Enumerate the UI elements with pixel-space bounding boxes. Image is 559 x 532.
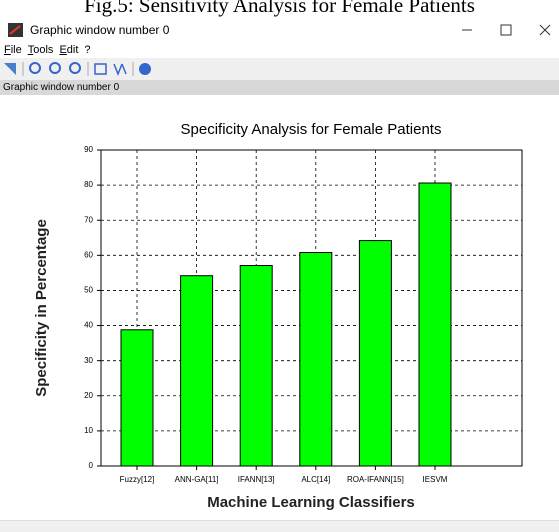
status-bar [0, 520, 559, 532]
bar [299, 252, 333, 467]
rotate-icon[interactable] [94, 63, 107, 75]
zoom-out-icon[interactable] [49, 62, 61, 74]
y-tick-label: 90 [84, 145, 93, 154]
bar [180, 275, 214, 467]
x-tick-label: Fuzzy[12] [120, 475, 155, 484]
y-tick-label: 0 [89, 461, 94, 470]
close-button[interactable] [539, 24, 551, 36]
x-tick-label: ALC[14] [301, 475, 330, 484]
window: Graphic window number 0 File Tools Edit? G… [0, 18, 559, 532]
chart-title: Specificity Analysis for Female Patients [181, 121, 442, 138]
x-tick-label: IFANN[13] [238, 475, 275, 484]
toolbar [0, 58, 559, 80]
title-bar: Graphic window number 0 [0, 18, 559, 42]
menu-item[interactable]: Tools [27, 44, 54, 56]
tool-icon[interactable] [4, 63, 16, 75]
menu-item[interactable]: ? [84, 44, 91, 56]
y-tick-label: 30 [84, 356, 93, 365]
title-icons [8, 23, 551, 37]
y-tick-label: 60 [84, 250, 93, 259]
datatip-icon[interactable] [113, 63, 127, 77]
toolbar-icons [4, 62, 151, 77]
app-icon-mark [9, 25, 21, 35]
bar [418, 182, 452, 467]
bar [239, 265, 273, 467]
y-tick-label: 50 [84, 286, 93, 295]
help-icon[interactable] [139, 63, 151, 75]
menu-bar: File Tools Edit? [0, 42, 559, 58]
zoom-reset-icon[interactable] [69, 62, 81, 74]
y-tick-label: 10 [84, 426, 93, 435]
y-tick-label: 70 [84, 215, 93, 224]
menu-item[interactable]: File [4, 44, 22, 56]
info-bar: Graphic window number 0 [0, 80, 559, 95]
y-tick-label: 40 [84, 321, 93, 330]
y-axis-label: Specificity in Percentage [33, 219, 50, 397]
x-tick-label: ROA-IFANN[15] [347, 475, 404, 484]
x-axis-label: Machine Learning Classifiers [207, 494, 415, 511]
menu-item[interactable]: Edit [59, 44, 79, 56]
zoom-in-icon[interactable] [29, 62, 41, 74]
bar [120, 329, 154, 467]
y-tick-label: 80 [84, 180, 93, 189]
window-title: Graphic window number 0 [30, 23, 170, 37]
maximize-button[interactable] [500, 24, 512, 36]
bar [358, 240, 392, 467]
x-tick-label: ANN-GA[11] [175, 475, 219, 484]
x-tick-label: IESVM [423, 475, 448, 484]
y-tick-label: 20 [84, 391, 93, 400]
chart: Specificity Analysis for Female Patients… [0, 95, 559, 520]
figure-caption: Fig.5: Sensitivity Analysis for Female P… [84, 0, 475, 17]
